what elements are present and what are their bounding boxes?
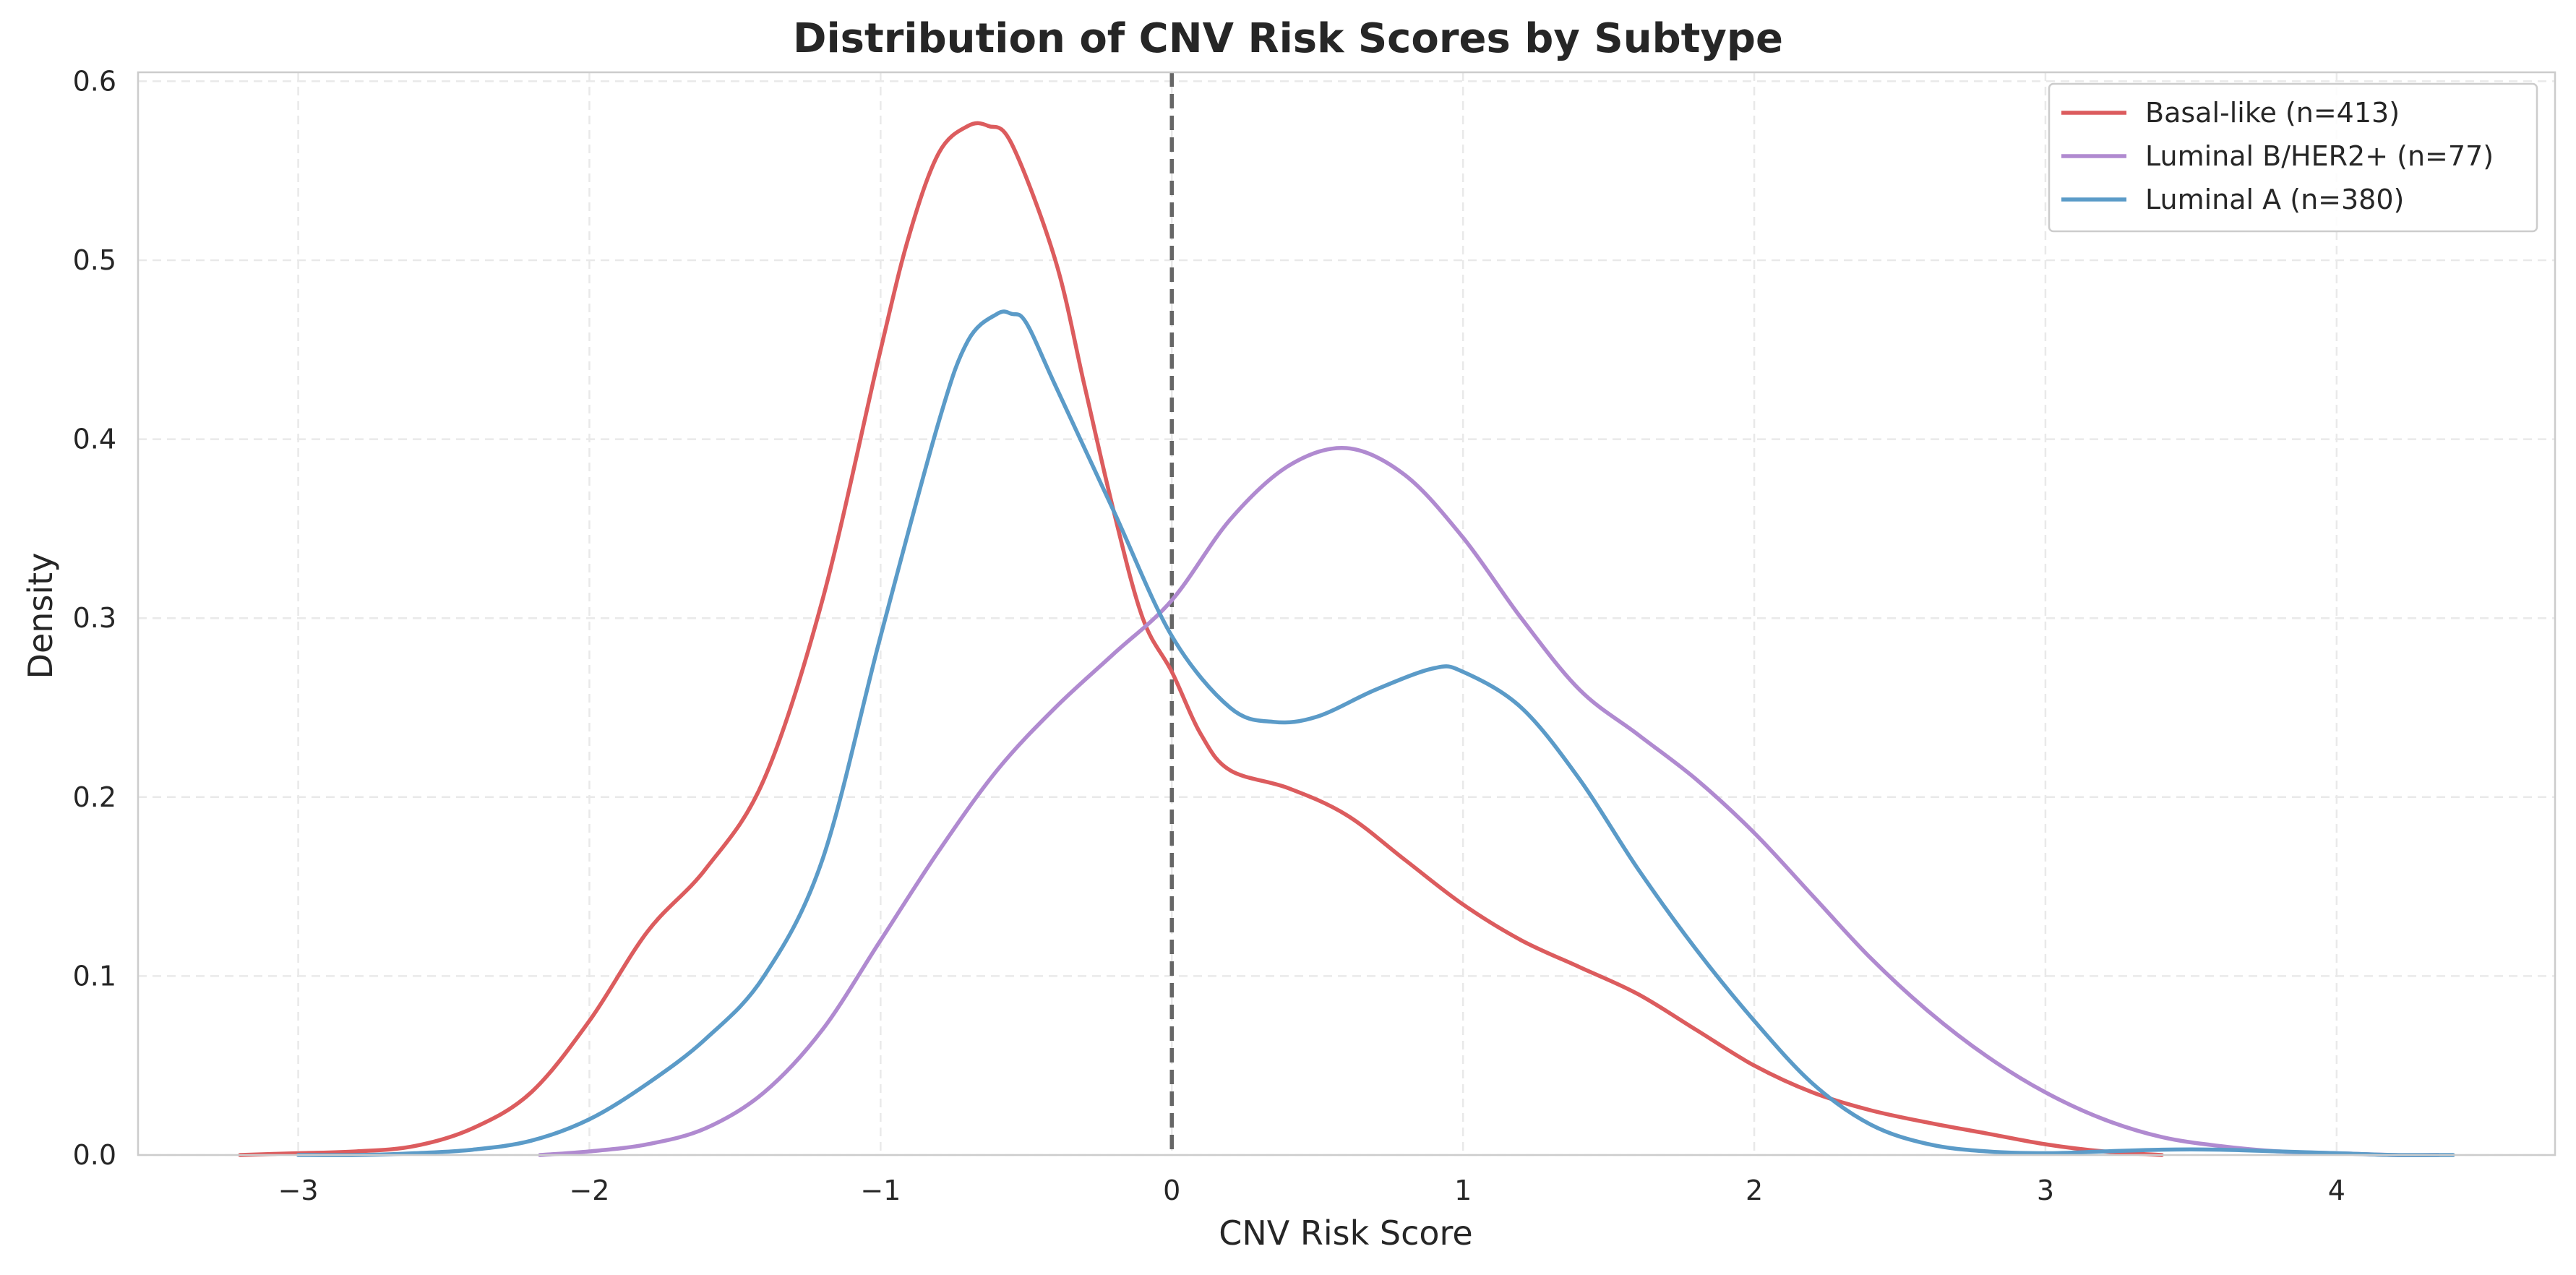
x-tick-label: 2 bbox=[1746, 1175, 1763, 1206]
y-tick-label: 0.4 bbox=[73, 424, 116, 455]
density-curve-luminal-a bbox=[296, 309, 2455, 1157]
chart-title: Distribution of CNV Risk Scores by Subty… bbox=[793, 15, 1783, 62]
x-tick-label: 4 bbox=[2328, 1175, 2345, 1206]
density-curve-basal-like bbox=[238, 121, 2164, 1157]
y-tick-label: 0.2 bbox=[73, 781, 116, 813]
density-curve-luminal-b-her2 bbox=[538, 445, 2441, 1157]
legend-frame bbox=[2048, 82, 2538, 233]
x-tick-label: 0 bbox=[1163, 1175, 1180, 1206]
y-tick-label: 0.1 bbox=[73, 960, 116, 992]
x-axis-label: CNV Risk Score bbox=[1219, 1214, 1472, 1253]
x-tick-label: 3 bbox=[2037, 1175, 2054, 1206]
legend-label-luminal-a: Luminal A (n=380) bbox=[2145, 184, 2404, 215]
y-tick-label: 0.0 bbox=[73, 1139, 116, 1171]
x-axis-ticks: −3 −2 −1 0 1 2 3 4 bbox=[278, 1175, 2345, 1206]
y-tick-label: 0.5 bbox=[73, 244, 116, 276]
x-tick-label: −3 bbox=[278, 1175, 319, 1206]
legend-label-luminal-b-her2: Luminal B/HER2+ (n=77) bbox=[2145, 140, 2494, 172]
legend: Basal-like (n=413) Luminal B/HER2+ (n=77)… bbox=[2048, 82, 2538, 233]
x-tick-label: −2 bbox=[569, 1175, 609, 1206]
series-layer bbox=[238, 121, 2455, 1157]
legend-label-basal-like: Basal-like (n=413) bbox=[2145, 97, 2400, 129]
x-tick-label: −1 bbox=[860, 1175, 901, 1206]
y-axis-ticks: 0.0 0.1 0.2 0.3 0.4 0.5 0.6 bbox=[73, 65, 116, 1171]
y-tick-label: 0.3 bbox=[73, 602, 116, 634]
y-axis-label: Density bbox=[21, 553, 60, 679]
plot-frame bbox=[137, 71, 2556, 1156]
y-tick-label: 0.6 bbox=[73, 65, 116, 97]
x-tick-label: 1 bbox=[1454, 1175, 1472, 1206]
